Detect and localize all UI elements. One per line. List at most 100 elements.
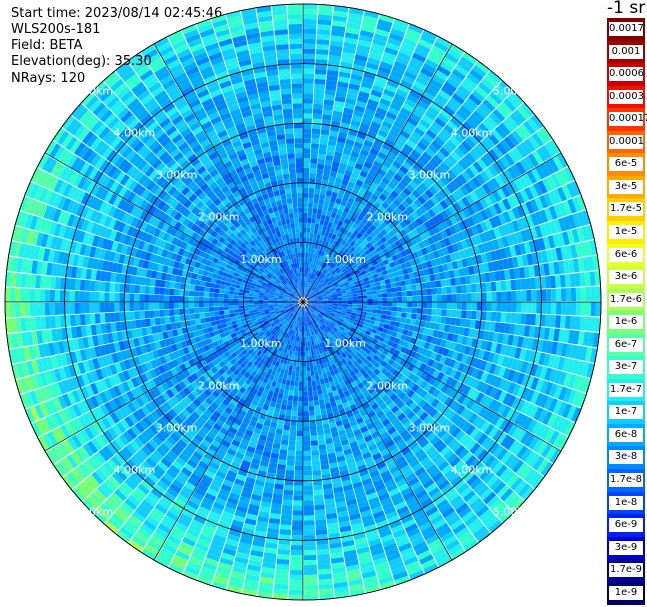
range-gate-cell xyxy=(99,391,109,404)
range-gate-cell xyxy=(415,545,430,556)
range-gate-cell xyxy=(335,450,345,458)
range-gate-cell xyxy=(213,534,227,543)
range-gate-cell xyxy=(344,356,350,363)
range-gate-cell xyxy=(350,272,357,278)
range-gate-cell xyxy=(260,381,267,389)
range-gate-cell xyxy=(427,106,440,117)
range-gate-cell xyxy=(299,331,302,337)
range-gate-cell xyxy=(395,281,402,287)
range-gate-cell xyxy=(335,372,342,380)
range-gate-cell xyxy=(316,429,324,436)
range-gate-cell xyxy=(265,323,271,329)
range-gate-cell xyxy=(369,341,377,348)
range-gate-cell xyxy=(472,161,484,173)
range-gate-cell xyxy=(341,322,348,327)
range-gate-cell xyxy=(274,578,289,585)
range-gate-cell xyxy=(182,387,192,396)
range-gate-cell xyxy=(316,322,321,327)
range-gate-cell xyxy=(327,527,340,535)
range-gate-cell xyxy=(534,211,544,225)
range-gate-cell xyxy=(445,183,456,194)
range-gate-cell xyxy=(369,319,375,325)
range-gate-cell xyxy=(429,435,440,446)
range-gate-cell xyxy=(422,91,435,102)
range-gate-cell xyxy=(104,365,113,377)
range-gate-cell xyxy=(376,379,384,387)
range-gate-cell xyxy=(280,439,289,446)
range-gate-cell xyxy=(332,327,338,332)
range-gate-cell xyxy=(566,182,577,198)
range-gate-cell xyxy=(296,316,300,322)
range-gate-cell xyxy=(318,373,324,380)
range-gate-cell xyxy=(312,345,316,351)
range-gate-cell xyxy=(297,311,300,317)
range-gate-cell xyxy=(299,311,301,317)
range-gate-cell xyxy=(305,257,308,263)
range-gate-cell xyxy=(338,162,348,170)
range-gate-cell xyxy=(278,340,283,347)
range-gate-cell xyxy=(228,426,238,435)
range-gate-cell xyxy=(368,398,376,406)
range-gate-cell xyxy=(515,428,527,442)
range-gate-cell xyxy=(533,407,544,421)
range-gate-cell xyxy=(264,337,270,343)
range-gate-cell xyxy=(316,294,322,298)
range-gate-cell xyxy=(469,236,478,247)
range-gate-cell xyxy=(363,580,379,589)
range-gate-cell xyxy=(177,545,192,557)
range-gate-cell xyxy=(436,555,452,568)
range-gate-cell xyxy=(237,469,248,477)
range-gate-cell xyxy=(330,289,337,293)
range-gate-cell xyxy=(403,217,412,226)
range-gate-cell xyxy=(216,566,232,576)
range-gate-cell xyxy=(419,389,428,399)
range-gate-cell xyxy=(410,202,419,211)
range-gate-cell xyxy=(161,381,170,392)
range-gate-cell xyxy=(387,426,397,435)
range-gate-cell xyxy=(484,207,494,219)
range-gate-cell xyxy=(354,455,364,463)
range-gate-cell xyxy=(278,534,291,541)
range-gate-cell xyxy=(346,324,352,330)
range-gate-cell xyxy=(303,351,306,357)
range-gate-cell xyxy=(386,288,392,293)
range-gate-cell xyxy=(290,380,295,386)
range-gate-cell xyxy=(562,357,571,372)
range-gate-cell xyxy=(453,223,462,233)
range-gate-cell xyxy=(511,358,519,371)
range-gate-cell xyxy=(479,273,486,283)
range-gate-cell xyxy=(152,386,162,397)
range-gate-cell xyxy=(352,450,362,458)
range-gate-cell xyxy=(321,336,326,342)
range-gate-cell xyxy=(182,508,195,519)
range-gate-cell xyxy=(312,279,316,285)
range-gate-cell xyxy=(346,134,357,142)
range-gate-cell xyxy=(375,386,383,395)
range-gate-cell xyxy=(245,329,252,335)
range-gate-cell xyxy=(379,402,388,411)
range-gate-cell xyxy=(493,227,502,239)
range-gate-cell xyxy=(137,354,146,365)
range-gate-cell xyxy=(477,243,486,254)
range-gate-cell xyxy=(273,488,284,495)
range-gate-cell xyxy=(492,401,503,414)
range-gate-cell xyxy=(582,331,590,347)
range-gate-cell xyxy=(306,304,312,309)
range-gate-cell xyxy=(493,215,503,227)
range-gate-cell xyxy=(303,4,318,10)
range-gate-cell xyxy=(394,409,403,418)
range-gate-cell xyxy=(397,351,405,359)
range-gate-cell xyxy=(435,280,442,288)
range-gate-cell xyxy=(362,295,368,299)
range-gate-cell xyxy=(426,431,437,442)
range-gate-cell xyxy=(550,248,558,262)
range-gate-cell xyxy=(174,374,183,384)
range-gate-cell xyxy=(406,307,413,314)
range-gate-cell xyxy=(389,561,405,571)
range-gate-cell xyxy=(344,284,351,289)
range-gate-cell xyxy=(304,311,307,317)
range-gate-cell xyxy=(490,177,501,190)
range-gate-cell xyxy=(455,527,470,539)
range-gate-cell xyxy=(299,366,303,372)
range-gate-cell xyxy=(240,491,252,499)
